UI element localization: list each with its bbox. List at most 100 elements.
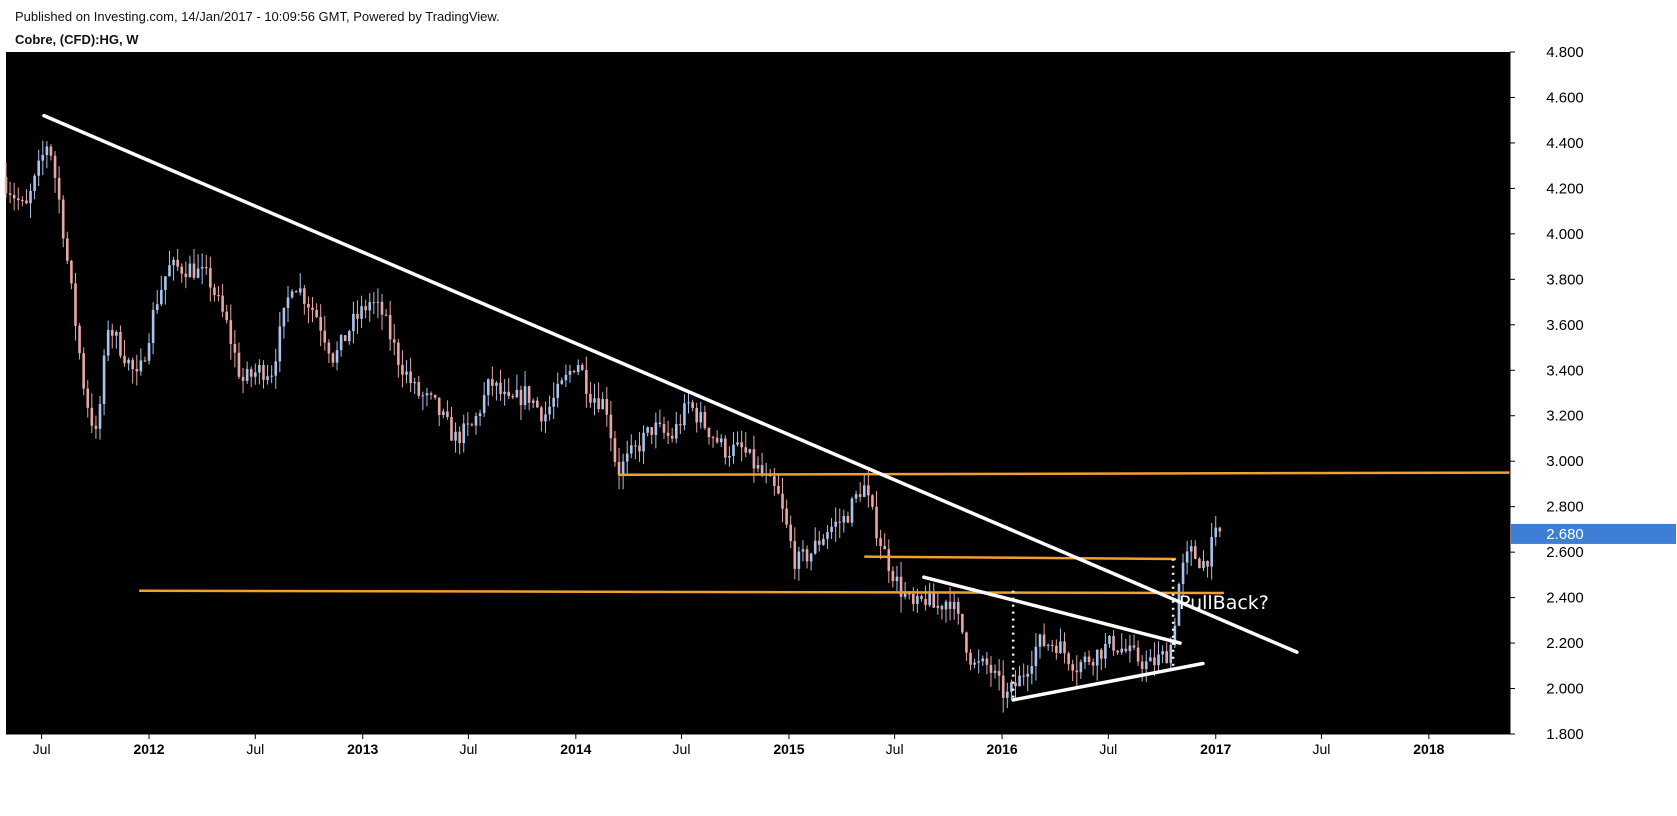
candle-body (589, 393, 592, 403)
candle-body (719, 438, 723, 443)
candle-body (57, 177, 61, 200)
candle-body (160, 290, 163, 305)
candle-body (462, 423, 466, 444)
candle-body (139, 360, 143, 372)
candle-body (777, 485, 780, 494)
candle-body (1165, 651, 1168, 664)
candle-body (233, 343, 237, 353)
time-tick-label: Jul (246, 741, 264, 757)
candle-body (1136, 647, 1140, 662)
time-tick-label: 2016 (986, 741, 1017, 757)
candle-body (952, 602, 956, 609)
candle-body (785, 508, 788, 525)
candle-body (850, 498, 854, 523)
time-axis[interactable]: Jul 2012 Jul 2013 Jul 2014 Jul 2015 Jul 2016 Jul 20… (6, 733, 1510, 757)
price-tick-label: 4.000 (1546, 226, 1584, 243)
candle-body (278, 326, 282, 362)
candle-body (961, 613, 964, 633)
candle-body (842, 516, 846, 523)
candle-body (1010, 682, 1013, 692)
candle-body (405, 371, 408, 375)
candle-body (413, 382, 416, 384)
candle-body (605, 399, 609, 415)
candle-body (679, 424, 682, 426)
candle-body (392, 339, 396, 343)
candle-body (985, 658, 989, 665)
candle-body (662, 424, 666, 433)
candle-body (172, 259, 175, 266)
candle-body (887, 549, 891, 571)
annotation-text: PullBack? (1179, 592, 1269, 614)
candle-body (200, 267, 204, 269)
candle-body (123, 355, 126, 364)
candle-body (1042, 634, 1046, 646)
candle-body (82, 353, 85, 389)
candle-body (8, 193, 12, 195)
time-tick-label: Jul (673, 741, 691, 757)
candle-body (294, 291, 298, 293)
candle-body (625, 453, 629, 462)
plot-background[interactable] (6, 52, 1510, 734)
candle-body (270, 375, 273, 377)
candle-body (380, 301, 384, 315)
candle-body (37, 160, 40, 176)
candle-body (53, 155, 57, 178)
candle-body (33, 175, 36, 192)
time-tick-label: 2013 (347, 741, 378, 757)
candle-body (899, 576, 903, 597)
candle-body (572, 370, 576, 373)
time-tick-label: Jul (1099, 741, 1117, 757)
price-tick-label: 2.200 (1546, 635, 1584, 652)
candle-body (1018, 675, 1021, 687)
price-tick-label: 4.800 (1546, 44, 1584, 61)
candle-body (523, 386, 527, 406)
candle-body (41, 154, 45, 161)
candle-body (470, 424, 474, 426)
candle-body (1169, 645, 1173, 664)
candle-body (1087, 656, 1091, 663)
candle-body (458, 431, 461, 444)
candle-body (70, 260, 73, 284)
candle-body (883, 545, 886, 550)
candle-body (1120, 648, 1124, 653)
candle-body (1198, 558, 1201, 568)
publication-info: Published on Investing.com, 14/Jan/2017 … (15, 9, 500, 24)
candle-body (323, 330, 327, 343)
candle-body (397, 342, 400, 365)
candle-body (540, 407, 543, 422)
candle-body (1116, 650, 1119, 653)
candle-body (1030, 665, 1034, 674)
candle-body (1001, 675, 1005, 698)
candle-body (45, 146, 49, 155)
trendline (1011, 661, 1205, 702)
candle-body (360, 306, 363, 319)
candle-body (568, 370, 572, 375)
last-price-label: 2.680 (1546, 526, 1584, 543)
candle-body (1194, 546, 1197, 559)
candle-body (491, 379, 494, 386)
candle-body (707, 428, 711, 438)
candle-body (442, 411, 445, 415)
price-axis[interactable]: 4.800 4.600 4.400 4.200 4.000 3.800 3.600 3.400… (1509, 44, 1677, 743)
candle-body (119, 331, 122, 356)
candle-body (597, 398, 600, 410)
candle-body (1100, 649, 1103, 659)
candle-body (482, 395, 486, 414)
candle-body (670, 435, 674, 439)
candle-body (552, 397, 555, 407)
candle-body (895, 576, 899, 582)
candle-body (466, 423, 470, 425)
candle-body (1218, 527, 1222, 532)
price-tick-label: 3.400 (1546, 362, 1584, 379)
candle-body (217, 295, 220, 297)
candle-body (21, 200, 24, 202)
candle-body (1157, 654, 1160, 666)
candle-body (617, 461, 621, 476)
candle-body (474, 415, 478, 426)
candle-body (290, 291, 294, 298)
price-tick-label: 4.600 (1546, 89, 1584, 106)
candle-body (209, 268, 212, 288)
candle-body (298, 288, 302, 293)
candle-body (425, 393, 429, 396)
